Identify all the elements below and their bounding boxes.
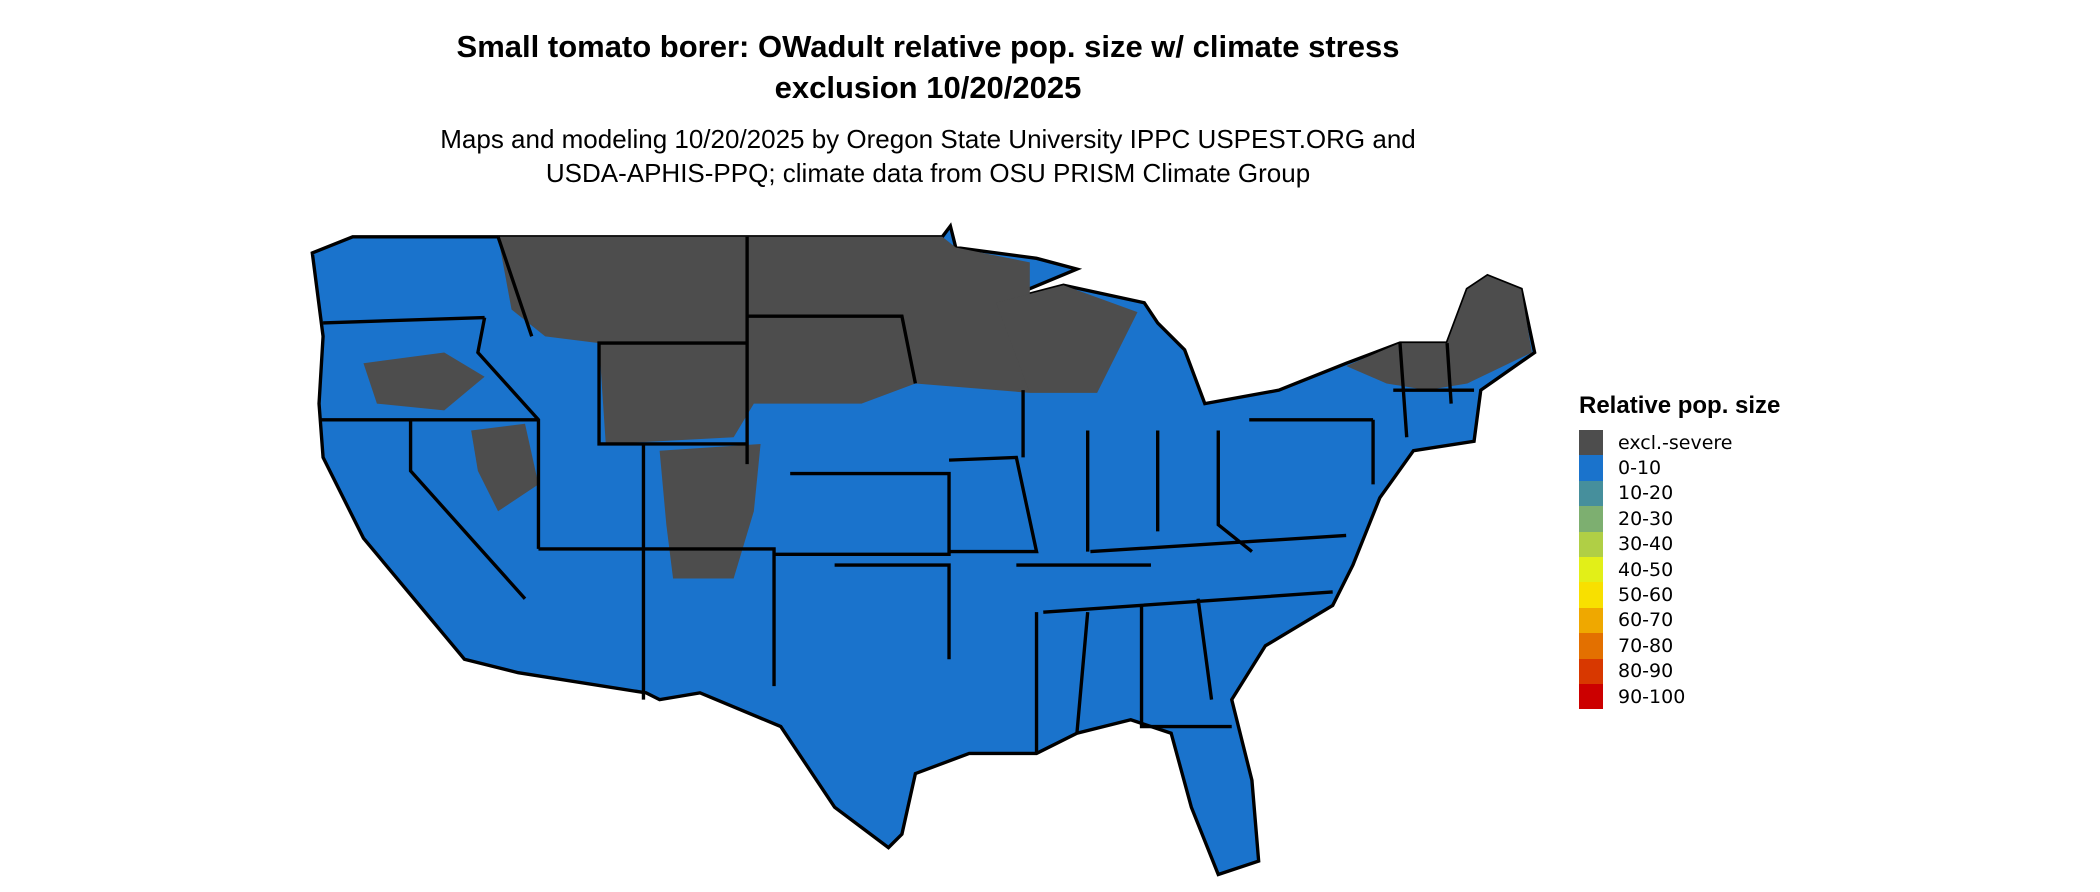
legend-label: 90-100	[1618, 685, 1686, 708]
excluded-region-oregon	[363, 352, 485, 411]
legend-swatch	[1579, 556, 1603, 583]
legend-swatch	[1579, 506, 1603, 532]
legend-swatch	[1579, 582, 1603, 608]
legend-title: Relative pop. size	[1579, 392, 1781, 419]
legend-label: 60-70	[1618, 609, 1674, 632]
excluded-region-great-basin	[471, 423, 539, 512]
subtitle-line-2: USDA-APHIS-PPQ; climate data from OSU PR…	[545, 158, 1311, 188]
excluded-region-rockies	[659, 443, 761, 579]
legend-swatch	[1579, 455, 1603, 481]
legend-item: 0-10	[1579, 455, 1780, 481]
legend: Relative pop. size excl.-severe 0-10 10-20…	[1579, 392, 1781, 710]
legend-swatch	[1579, 633, 1603, 659]
title-line-2: exclusion 10/20/2025	[774, 70, 1082, 105]
legend-label: 70-80	[1618, 634, 1674, 657]
legend-item: 10-20	[1579, 480, 1780, 507]
legend-swatch	[1579, 683, 1603, 710]
legend-label: 30-40	[1618, 533, 1674, 556]
legend-label: 40-50	[1618, 558, 1674, 581]
legend-item: 70-80	[1579, 633, 1780, 659]
legend-label: 50-60	[1618, 584, 1674, 607]
state-borders	[319, 236, 1475, 754]
subtitle-line-1: Maps and modeling 10/20/2025 by Oregon S…	[440, 124, 1416, 154]
legend-swatch	[1579, 658, 1603, 684]
map-subtitle: Maps and modeling 10/20/2025 by Oregon S…	[0, 122, 1856, 190]
legend-item: excl.-severe	[1579, 430, 1780, 456]
map-title: Small tomato borer: OWadult relative pop…	[0, 26, 1856, 108]
legend-label: excl.-severe	[1618, 431, 1733, 454]
legend-item: 50-60	[1579, 582, 1780, 608]
legend-label: 80-90	[1618, 660, 1674, 683]
legend-item: 30-40	[1579, 531, 1780, 557]
legend-swatch	[1579, 430, 1603, 456]
legend-item: 80-90	[1579, 658, 1780, 684]
map-fill	[310, 222, 1537, 877]
legend-item: 40-50	[1579, 556, 1780, 583]
legend-label: 0-10	[1618, 457, 1662, 480]
legend-swatch	[1579, 607, 1603, 634]
legend-item: 60-70	[1579, 607, 1780, 634]
legend-label: 10-20	[1618, 482, 1674, 505]
excluded-region-north-plains	[498, 236, 1030, 444]
legend-item: 90-100	[1579, 683, 1780, 710]
legend-item: 20-30	[1579, 506, 1780, 532]
excluded-region-new-england	[1346, 275, 1532, 391]
legend-swatch	[1579, 480, 1603, 507]
legend-swatch	[1579, 531, 1603, 557]
excluded-region-great-lakes	[996, 285, 1138, 393]
title-line-1: Small tomato borer: OWadult relative pop…	[456, 29, 1400, 64]
legend-label: 20-30	[1618, 507, 1674, 530]
